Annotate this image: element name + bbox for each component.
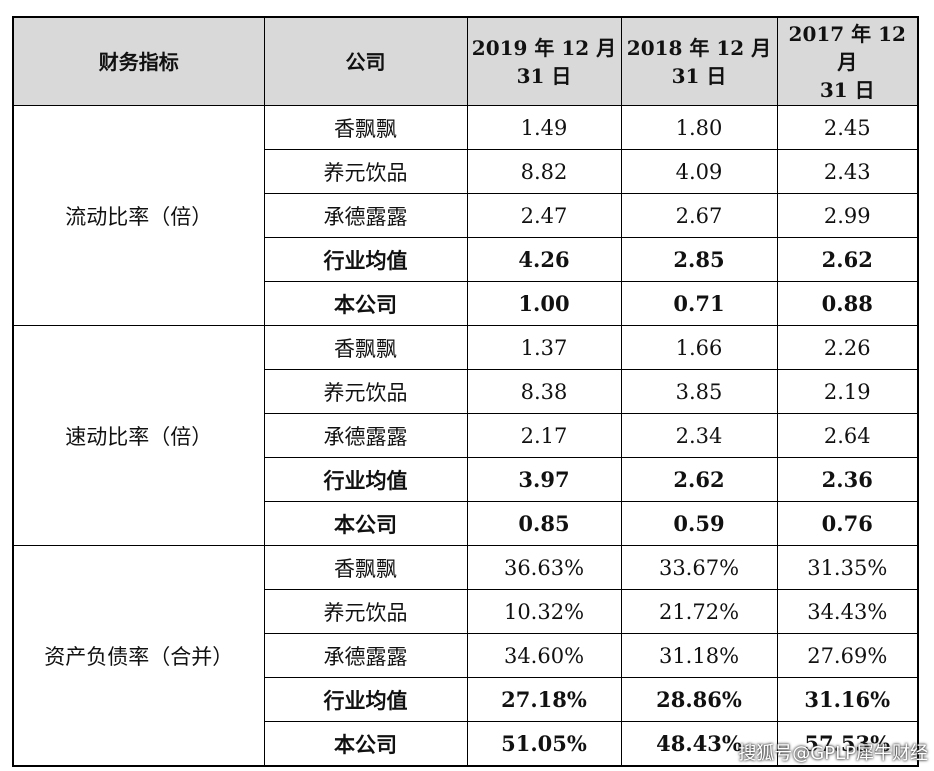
table-row: 流动比率（倍） 香飘飘 1.49 1.80 2.45 [12,105,919,326]
value-2017: 31.16% [776,677,919,722]
header-row: 财务指标 公司 2019 年 12 月 31 日 2018 年 12 月 31 … [12,16,919,106]
header-2017-line2: 31 日 [819,77,875,102]
value-2017: 2.36 [776,457,919,502]
value-2017: 31.35% [776,545,919,590]
value-2019: 36.63% [466,545,622,590]
value-2018: 31.18% [620,633,778,678]
company-cell: 行业均值 [263,237,468,282]
value-2018: 2.62 [620,457,778,502]
company-cell: 承德露露 [263,633,468,678]
table-row: 本公司 51.05% 48.43% 57.53% [13,721,919,767]
table-row: 承德露露 2.17 2.34 2.64 [13,413,919,458]
value-2017: 2.99 [776,193,919,238]
value-2017: 57.53% [776,721,919,767]
company-cell: 香飘飘 [263,545,468,590]
value-2018: 1.80 [620,105,778,150]
value-2018: 28.86% [620,677,778,722]
header-2019-line1: 2019 年 12 月 [471,35,617,60]
value-2019: 8.82 [466,149,622,194]
company-cell: 本公司 [263,721,468,767]
value-2018: 2.34 [620,413,778,458]
company-cell: 香飘飘 [263,325,468,370]
table-row: 速动比率（倍） 香飘飘 1.37 1.66 2.26 [12,325,919,546]
value-2018: 0.59 [620,501,778,546]
value-2019: 8.38 [466,369,622,414]
table-row: 行业均值 4.26 2.85 2.62 [13,237,919,282]
value-2018: 1.66 [620,325,778,370]
value-2017: 2.43 [776,149,919,194]
value-2019: 34.60% [466,633,622,678]
value-2017: 0.76 [776,501,919,546]
value-2018: 2.67 [620,193,778,238]
header-2017-line1: 2017 年 12 月 [788,21,906,74]
value-2017: 2.19 [776,369,919,414]
value-2018: 33.67% [620,545,778,590]
header-2019-line2: 31 日 [516,63,572,88]
header-2018: 2018 年 12 月 31 日 [620,16,778,106]
company-cell: 香飘飘 [263,105,468,150]
value-2019: 51.05% [466,721,622,767]
value-2019: 0.85 [466,501,622,546]
company-cell: 养元饮品 [263,149,468,194]
value-2019: 1.49 [466,105,622,150]
value-2017: 34.43% [776,589,919,634]
company-cell: 承德露露 [263,413,468,458]
value-2017: 0.88 [776,281,919,326]
value-2019: 3.97 [466,457,622,502]
value-2019: 4.26 [466,237,622,282]
value-2018: 48.43% [620,721,778,767]
value-2018: 21.72% [620,589,778,634]
watermark: 搜狐号@GPLP犀牛财经 [738,743,928,764]
value-2019: 1.00 [466,281,622,326]
table-row: 行业均值 3.97 2.62 2.36 [13,457,919,502]
value-2018: 3.85 [620,369,778,414]
value-2018: 0.71 [620,281,778,326]
table-row: 承德露露 34.60% 31.18% 27.69% [13,633,919,678]
table-row: 养元饮品 8.38 3.85 2.19 [13,369,919,414]
value-2017: 2.64 [776,413,919,458]
metric-cell: 资产负债率（合并） [12,545,265,767]
value-2019: 10.32% [466,589,622,634]
value-2017: 27.69% [776,633,919,678]
financial-indicator-table: 财务指标 公司 2019 年 12 月 31 日 2018 年 12 月 31 … [12,16,919,767]
header-2018-line2: 31 日 [671,63,727,88]
header-2019: 2019 年 12 月 31 日 [466,16,622,106]
table-row: 资产负债率（合并） 香飘飘 36.63% 33.67% 31.35% [12,545,919,767]
value-2019: 2.17 [466,413,622,458]
company-cell: 承德露露 [263,193,468,238]
metric-cell: 速动比率（倍） [12,325,265,546]
value-2019: 2.47 [466,193,622,238]
value-2019: 1.37 [466,325,622,370]
header-company: 公司 [263,16,468,106]
header-metric: 财务指标 [12,16,265,106]
value-2018: 4.09 [620,149,778,194]
table-row: 本公司 1.00 0.71 0.88 [13,281,919,326]
value-2017: 2.26 [776,325,919,370]
company-cell: 行业均值 [263,457,468,502]
value-2018: 2.85 [620,237,778,282]
header-2017: 2017 年 12 月 31 日 [776,16,919,106]
table-row: 行业均值 27.18% 28.86% 31.16% [13,677,919,722]
company-cell: 养元饮品 [263,369,468,414]
company-cell: 本公司 [263,501,468,546]
header-2018-line1: 2018 年 12 月 [626,35,772,60]
value-2017: 2.45 [776,105,919,150]
metric-cell: 流动比率（倍） [12,105,265,326]
company-cell: 行业均值 [263,677,468,722]
value-2019: 27.18% [466,677,622,722]
value-2017: 2.62 [776,237,919,282]
company-cell: 养元饮品 [263,589,468,634]
table-row: 养元饮品 10.32% 21.72% 34.43% [13,589,919,634]
company-cell: 本公司 [263,281,468,326]
